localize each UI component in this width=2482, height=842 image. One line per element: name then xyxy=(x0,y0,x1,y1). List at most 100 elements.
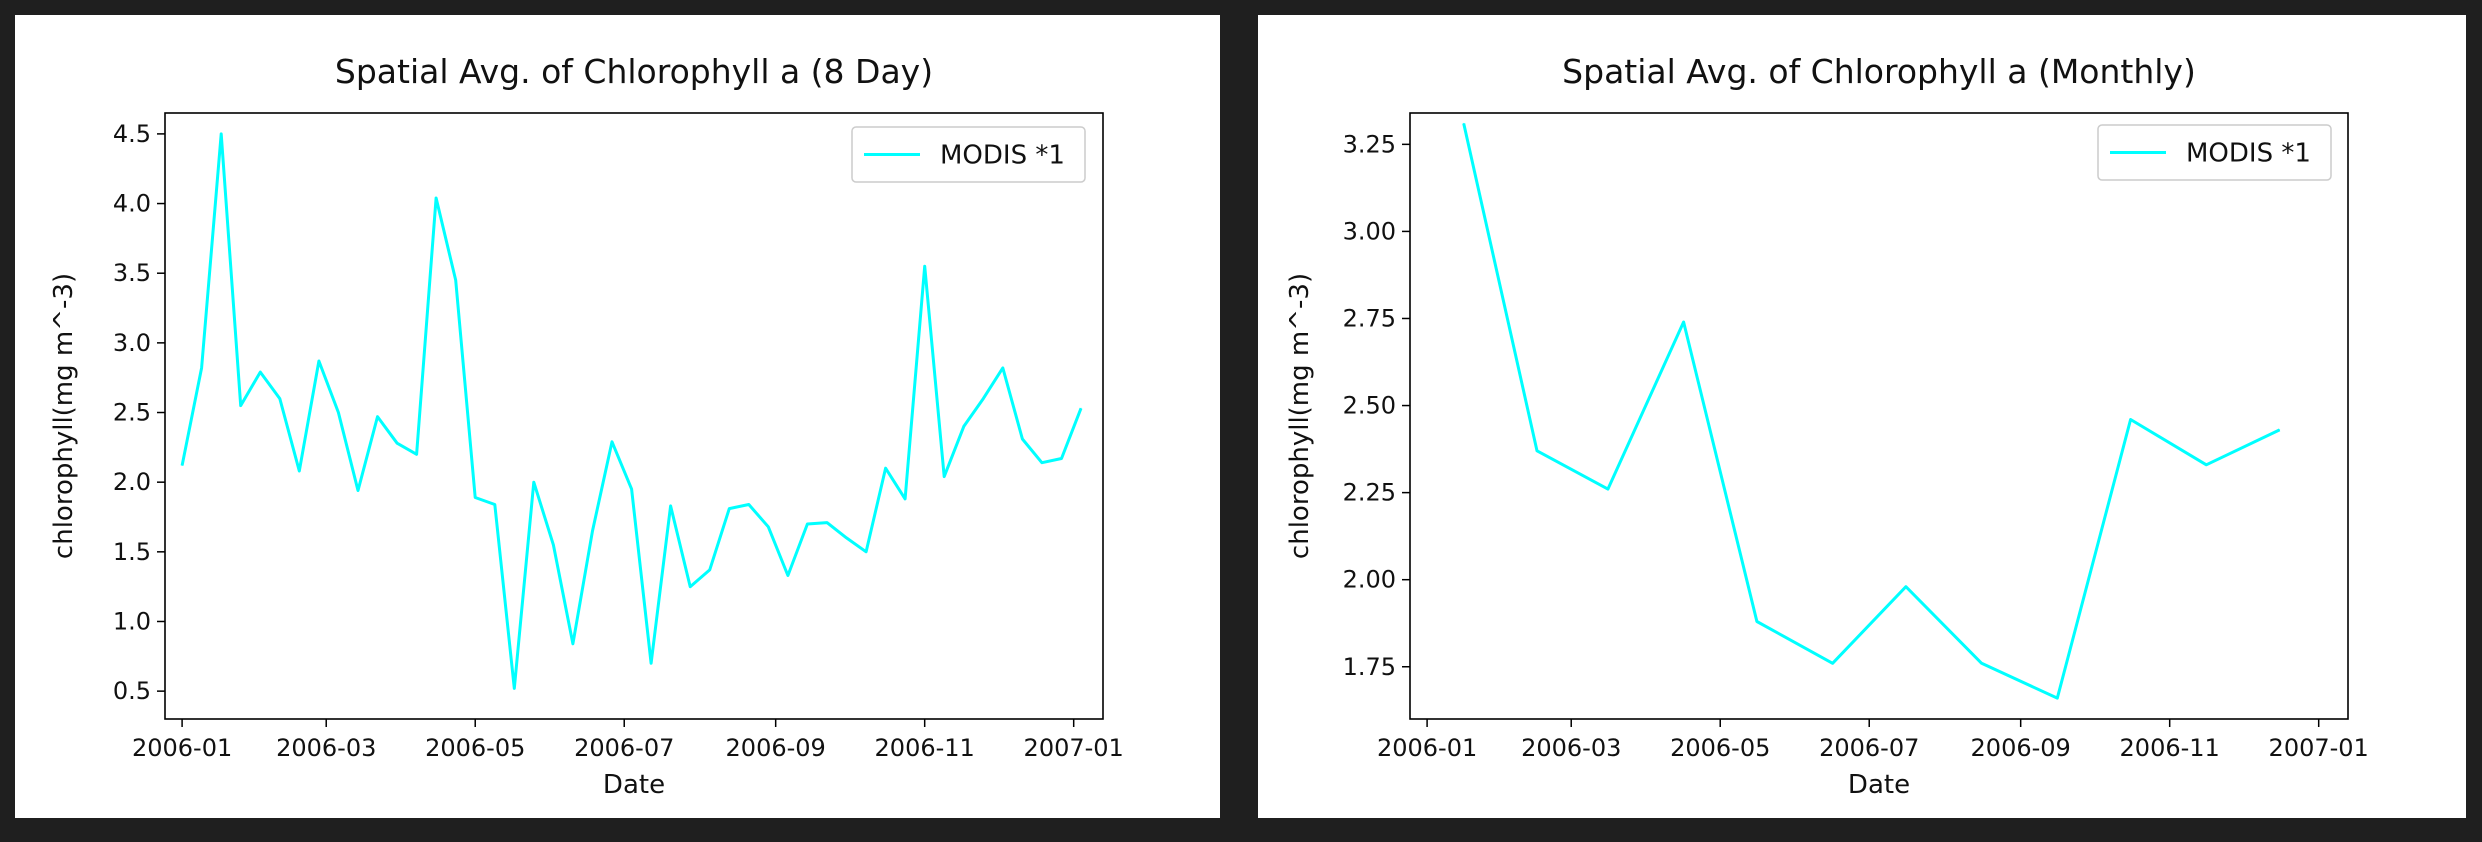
x-tick-label: 2006-11 xyxy=(2120,734,2220,762)
y-tick-label: 4.0 xyxy=(113,190,151,218)
legend-box xyxy=(851,126,1086,183)
chart-panel-monthly: Spatial Avg. of Chlorophyll a (Monthly) 2… xyxy=(1258,15,2466,818)
data-point xyxy=(318,360,320,362)
data-point xyxy=(1536,450,1538,452)
data-point xyxy=(1080,407,1082,409)
x-axis-label: Date xyxy=(603,770,665,800)
x-tick-label: 2006-05 xyxy=(1670,734,1770,762)
y-tick-label: 3.0 xyxy=(113,329,151,357)
data-point xyxy=(1981,662,1983,664)
chart-panel-8day: Spatial Avg. of Chlorophyll a (8 Day) 200… xyxy=(15,15,1220,818)
y-tick-label: 3.5 xyxy=(113,259,151,287)
x-tick-label: 2007-01 xyxy=(1024,734,1124,762)
data-point xyxy=(787,575,789,576)
legend-label: MODIS *1 xyxy=(940,141,1065,171)
data-point xyxy=(1021,438,1023,440)
data-point xyxy=(924,265,926,267)
x-tick-label: 2006-07 xyxy=(1819,734,1919,762)
data-point xyxy=(181,465,183,466)
data-point xyxy=(728,508,730,510)
x-tick-label: 2006-03 xyxy=(1521,734,1621,762)
y-tick-label: 2.50 xyxy=(1343,392,1396,420)
y-tick-label: 2.25 xyxy=(1343,479,1396,507)
series-line xyxy=(180,132,1083,690)
y-tick-label: 1.5 xyxy=(113,538,151,566)
data-point xyxy=(963,425,965,427)
data-point xyxy=(240,405,242,407)
y-tick-label: 3.00 xyxy=(1343,217,1396,245)
data-point xyxy=(806,523,808,525)
data-point xyxy=(982,398,984,400)
data-point xyxy=(552,544,554,546)
x-tick-label: 2006-01 xyxy=(1377,734,1477,762)
data-point xyxy=(846,537,847,539)
data-point xyxy=(1756,621,1758,622)
data-point xyxy=(220,133,222,135)
x-tick-label: 2006-01 xyxy=(132,734,232,762)
data-point xyxy=(865,551,867,553)
data-point xyxy=(513,687,515,689)
data-point xyxy=(650,662,652,664)
data-point xyxy=(1832,662,1834,664)
x-tick-label: 2006-05 xyxy=(425,734,525,762)
legend-box xyxy=(2097,124,2332,181)
data-point xyxy=(279,398,281,400)
plot-frame xyxy=(1409,112,2349,720)
y-tick-label: 4.5 xyxy=(113,120,151,148)
plot-frame xyxy=(164,112,1104,720)
data-point xyxy=(2130,419,2132,420)
y-axis-label: chlorophyll(mg m^-3) xyxy=(49,273,79,559)
chart-8day: Spatial Avg. of Chlorophyll a (8 Day) 200… xyxy=(49,52,1124,800)
data-point xyxy=(337,412,339,413)
series-line xyxy=(1462,123,2281,700)
y-axis-label: chlorophyll(mg m^-3) xyxy=(1285,273,1315,559)
data-point xyxy=(748,504,750,505)
data-point xyxy=(1683,321,1685,323)
data-point xyxy=(631,488,633,490)
y-tick-label: 0.5 xyxy=(113,677,151,705)
x-axis-label: Date xyxy=(1848,770,1910,800)
data-point xyxy=(2056,697,2058,699)
data-point xyxy=(1002,367,1004,369)
data-point xyxy=(709,569,711,571)
chart-title: Spatial Avg. of Chlorophyll a (Monthly) xyxy=(1562,52,2196,91)
data-point xyxy=(592,530,593,532)
data-point xyxy=(259,371,261,373)
x-tick-label: 2006-09 xyxy=(726,734,826,762)
data-point xyxy=(767,526,769,528)
y-tick-label: 2.0 xyxy=(113,468,151,496)
x-tick-label: 2006-11 xyxy=(875,734,975,762)
data-point xyxy=(298,470,300,472)
y-tick-label: 2.75 xyxy=(1343,304,1396,332)
y-tick-label: 1.75 xyxy=(1343,653,1396,681)
data-point xyxy=(1607,488,1609,490)
data-point xyxy=(435,197,437,199)
data-point xyxy=(885,467,887,469)
data-point xyxy=(533,481,535,483)
y-tick-label: 2.5 xyxy=(113,399,151,427)
y-tick-label: 3.25 xyxy=(1343,130,1396,158)
x-tick-label: 2006-07 xyxy=(574,734,674,762)
data-point xyxy=(357,490,359,491)
data-point xyxy=(572,643,574,645)
data-point xyxy=(416,453,418,455)
data-point xyxy=(1061,458,1062,459)
x-tick-label: 2006-09 xyxy=(1971,734,2071,762)
data-point xyxy=(904,498,906,500)
x-tick-label: 2007-01 xyxy=(2269,734,2369,762)
data-point xyxy=(1905,586,1907,588)
data-point xyxy=(689,586,691,588)
data-point xyxy=(474,497,476,498)
data-point xyxy=(2205,464,2207,466)
data-point xyxy=(2279,429,2281,431)
chart-title: Spatial Avg. of Chlorophyll a (8 Day) xyxy=(335,52,933,91)
data-point xyxy=(611,441,613,443)
y-tick-label: 1.0 xyxy=(113,607,151,635)
data-point xyxy=(455,279,457,281)
data-point xyxy=(1463,122,1465,124)
x-tick-label: 2006-03 xyxy=(276,734,376,762)
data-point xyxy=(201,367,203,369)
chart-monthly: Spatial Avg. of Chlorophyll a (Monthly) 2… xyxy=(1285,52,2369,800)
y-tick-label: 2.00 xyxy=(1343,566,1396,594)
data-point xyxy=(396,442,398,444)
